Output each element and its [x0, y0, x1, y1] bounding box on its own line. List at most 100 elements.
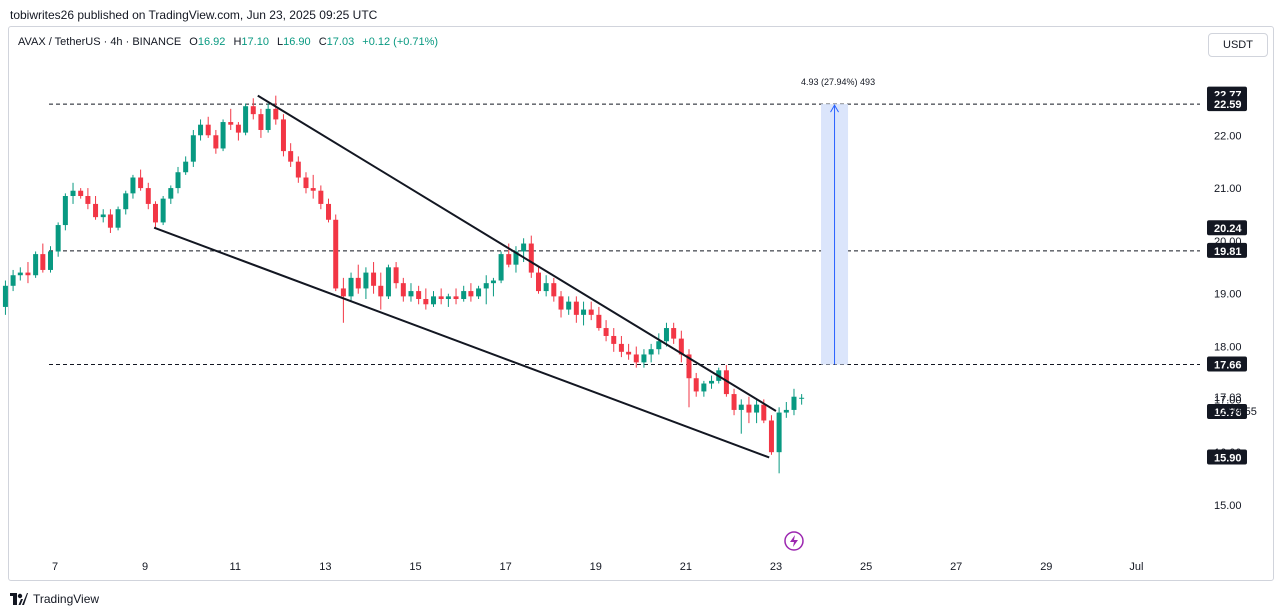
candle-body [423, 299, 429, 305]
price-tag-label: 15.90 [1214, 452, 1242, 464]
y-tick-label: 21.00 [1214, 183, 1242, 195]
publisher-caption: tobiwrites26 published on TradingView.co… [10, 8, 378, 22]
candle-body [100, 214, 106, 218]
candle-body [754, 404, 760, 413]
candle-body [461, 291, 467, 300]
candle-body [558, 296, 564, 310]
candle-body [17, 272, 23, 276]
legend-close-label: C [318, 36, 327, 48]
candle-body [799, 397, 805, 399]
price-tag [1207, 96, 1247, 112]
candle-body [588, 309, 594, 315]
candle-body [521, 243, 527, 252]
candle-body [273, 108, 279, 120]
candle-body [348, 277, 354, 297]
candle-body [618, 343, 624, 352]
x-tick-label: 7 [52, 561, 58, 573]
candle-body [671, 328, 677, 339]
price-tag-label: 16.76 [1214, 407, 1242, 419]
candle-body [250, 106, 256, 115]
candle-body [228, 122, 234, 125]
price-tag-label: 20.24 [1214, 223, 1242, 235]
price-tag [1207, 242, 1247, 258]
legend-high-value: 17.10 [241, 36, 269, 48]
candle-body [709, 380, 715, 384]
candle-body [355, 277, 361, 289]
candle-body [633, 354, 639, 363]
legend-high-label: H [233, 36, 242, 48]
trendline-lower[interactable] [153, 226, 770, 459]
candle-body [310, 188, 316, 191]
candle-body [535, 272, 541, 292]
x-tick-label: 13 [319, 561, 331, 573]
x-tick-label: 17 [499, 561, 511, 573]
candle-body [78, 190, 84, 197]
candle-body [265, 108, 271, 130]
candle-body [40, 254, 46, 270]
candle-body [220, 122, 226, 149]
candle-body [326, 203, 332, 220]
candle-body [25, 272, 31, 276]
projection-arrow-head [830, 104, 839, 113]
candle-body [152, 203, 158, 223]
price-tag-label: 19.81 [1214, 246, 1242, 258]
candle-body [513, 251, 519, 265]
candle-body [393, 267, 399, 284]
candle-body [235, 124, 241, 133]
candle-body [190, 135, 196, 162]
candle-body [498, 254, 504, 281]
candle-body [603, 328, 609, 336]
x-tick-label: 23 [770, 561, 782, 573]
candle-body [258, 114, 264, 130]
candle-body [10, 275, 16, 286]
candle-body [288, 151, 294, 162]
candle-body [551, 283, 557, 297]
candle-body [385, 267, 391, 297]
candle-body [641, 354, 647, 363]
candle-body [400, 283, 406, 297]
candle-body [731, 394, 737, 410]
candle-body [528, 243, 534, 273]
projection-label: 4.93 (27.94%) 493 [801, 77, 875, 87]
candle-body [138, 177, 144, 189]
candle-body [701, 383, 707, 392]
y-tick-label: 19.00 [1214, 289, 1242, 301]
legend-close-value: 17.03 [326, 36, 355, 48]
candle-body [416, 291, 422, 300]
candle-body [340, 288, 346, 297]
candle-body [115, 209, 121, 228]
legend-low-value: 16.90 [283, 36, 311, 48]
candle-body [47, 251, 53, 270]
candle-body [205, 124, 211, 136]
candle-body [213, 135, 219, 149]
candle-body [280, 119, 286, 152]
trendline-upper[interactable] [257, 94, 777, 412]
candle-body [506, 254, 512, 265]
candle-body [123, 193, 129, 210]
candle-body [791, 396, 797, 410]
candle-body [2, 285, 8, 307]
candle-body [581, 309, 587, 315]
candle-body [55, 225, 61, 252]
candle-body [611, 335, 617, 344]
tradingview-logo[interactable]: TradingView [10, 590, 99, 608]
legend-low-label: L [277, 36, 284, 48]
candle-body [783, 409, 789, 413]
candle-body [431, 296, 437, 305]
candle-body [445, 296, 451, 300]
tradingview-logo-icon [10, 593, 28, 605]
legend-symbol: AVAX / TetherUS · 4h · BINANCE [18, 36, 182, 48]
price-tag [1207, 449, 1247, 465]
legend-change: +0.12 (+0.71%) [362, 36, 439, 48]
price-tag [1207, 220, 1247, 236]
candle-body [371, 272, 377, 286]
candle-body [438, 296, 444, 300]
currency-button[interactable]: USDT [1208, 33, 1268, 57]
legend-open-value: 16.92 [197, 36, 226, 48]
candle-body [761, 404, 767, 421]
x-tick-label: 21 [680, 561, 692, 573]
symbol-legend: AVAX / TetherUS · 4h · BINANCE O16.92 H1… [18, 36, 438, 48]
x-tick-label: 9 [142, 561, 148, 573]
x-tick-label: 15 [409, 561, 421, 573]
